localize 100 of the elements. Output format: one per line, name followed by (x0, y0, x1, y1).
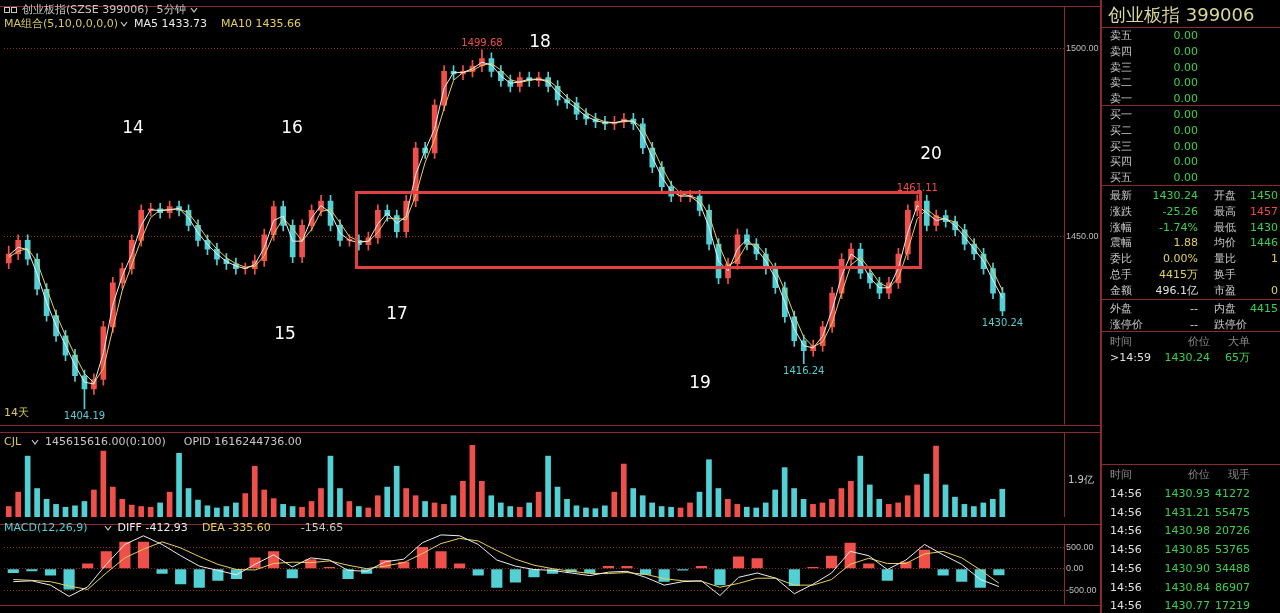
text: 创业板指 399006 (1108, 3, 1255, 27)
text: 0.00 (1173, 123, 1198, 137)
text: 14:56 (1110, 505, 1142, 519)
text: 41272 (1215, 486, 1250, 500)
chart-title: 创业板指(SZSE 399006) (22, 3, 149, 16)
text: 53765 (1215, 542, 1250, 556)
text: 14:56 (1110, 542, 1142, 556)
text: 1430.90 (1164, 561, 1210, 575)
annotation: 14 (122, 117, 144, 137)
text: MA10 1435.66 (221, 17, 302, 30)
text: 买四 (1110, 153, 1132, 169)
text: 0.00 (1173, 75, 1198, 89)
text: 34488 (1215, 561, 1250, 575)
annotation: -154.65 (300, 521, 344, 534)
y-tick-label: 1500.00 (1066, 43, 1099, 54)
text: 0.00% (1163, 251, 1198, 265)
text: 0 (1271, 283, 1278, 297)
annotation: 1461.11 (896, 181, 938, 193)
text: 卖五 (1110, 27, 1132, 43)
annotation: 17 (386, 303, 408, 323)
text: 496.1亿 (1155, 282, 1198, 298)
text: -25.26 (1162, 204, 1198, 218)
text: 0.00 (1173, 91, 1198, 105)
text: 0.00 (1173, 139, 1198, 153)
text: 1430.24 (1152, 188, 1198, 202)
annotation: 20 (920, 143, 942, 163)
annotation: OPID 1616244736.00 (183, 435, 302, 448)
text: 量比 (1214, 250, 1236, 266)
text: 14:56 (1110, 580, 1142, 593)
series-label: DIFF -412.93 (117, 521, 188, 534)
text: 开盘 (1214, 187, 1236, 203)
text: 1450 (1250, 188, 1278, 202)
text: 卖四 (1110, 43, 1132, 59)
text: 0.00 (1173, 44, 1198, 58)
text: 委比 (1110, 250, 1132, 266)
text: 0.00 (1173, 170, 1198, 184)
text: 买二 (1110, 122, 1132, 138)
text: 55475 (1215, 505, 1250, 519)
text: 总手 (1110, 266, 1132, 282)
series-label: MACD(12,26,9) (4, 521, 88, 534)
y-tick-label: 0.00 (1066, 563, 1084, 574)
text: 大单 (1228, 333, 1250, 349)
text: 时间 (1110, 466, 1132, 482)
text: 4415 (1250, 301, 1278, 315)
chart-title: CJL (4, 435, 22, 448)
text: 最低 (1214, 219, 1236, 235)
text: 14:56 (1110, 486, 1142, 500)
text: 价位 (1188, 466, 1210, 482)
text: 1430.24 (1164, 350, 1210, 364)
text: 0.00 (1173, 154, 1198, 168)
text: 1430.77 (1164, 598, 1210, 612)
text: 现手 (1228, 466, 1250, 482)
text: 14:56 (1110, 598, 1142, 612)
text: 1430.85 (1164, 542, 1210, 556)
chart-subtitle: 5分钟 (156, 3, 186, 16)
text: 涨幅 (1110, 219, 1132, 235)
text: 均价 (1214, 234, 1236, 250)
chart-subtitle: 145615616.00(0:100) (45, 435, 166, 448)
annotation: 1499.68 (461, 36, 503, 48)
series-label: DEA -335.60 (201, 521, 271, 534)
text: 跌停价 (1214, 316, 1247, 332)
text: 20726 (1215, 523, 1250, 537)
text: 1.9亿 (1068, 473, 1094, 487)
text: 1446 (1250, 235, 1278, 249)
y-tick-label: 1450.00 (1066, 231, 1099, 242)
text: 最新 (1110, 187, 1132, 203)
annotation: 18 (529, 31, 551, 51)
annotation: 15 (274, 323, 296, 343)
text: 内盘 (1214, 300, 1236, 316)
text: 14:56 (1110, 561, 1142, 575)
text: 涨跌 (1110, 203, 1132, 219)
text: 17219 (1215, 598, 1250, 612)
text: 1 (1271, 251, 1278, 265)
y-tick-label: 500.00 (1066, 541, 1094, 552)
text: 震幅 (1110, 234, 1132, 250)
annotation: 16 (281, 117, 303, 137)
text: 65万 (1225, 349, 1250, 365)
text: 1430.93 (1164, 486, 1210, 500)
text: 最高 (1214, 203, 1236, 219)
text: 外盘 (1110, 300, 1132, 316)
text: 1430.84 (1164, 580, 1210, 593)
text: >14:59 (1110, 350, 1151, 364)
text: 时间 (1110, 333, 1132, 349)
text: 买三 (1110, 138, 1132, 154)
text: -- (1190, 301, 1198, 315)
text: 金额 (1110, 282, 1132, 298)
annotation: 19 (689, 372, 711, 392)
text: 涨停价 (1110, 316, 1143, 332)
text: 市盈 (1214, 282, 1236, 298)
text: 0.00 (1173, 107, 1198, 121)
text: 1457 (1250, 204, 1278, 218)
text: 1430.98 (1164, 523, 1210, 537)
text: 卖一 (1110, 90, 1132, 106)
text: -1.74% (1159, 220, 1198, 234)
annotation: 1404.19 (63, 410, 106, 422)
annotation: 1416.24 (783, 365, 825, 377)
text: 14:56 (1110, 523, 1142, 537)
text: 价位 (1188, 333, 1210, 349)
text: 买五 (1110, 169, 1132, 185)
text: 1431.21 (1164, 505, 1210, 519)
